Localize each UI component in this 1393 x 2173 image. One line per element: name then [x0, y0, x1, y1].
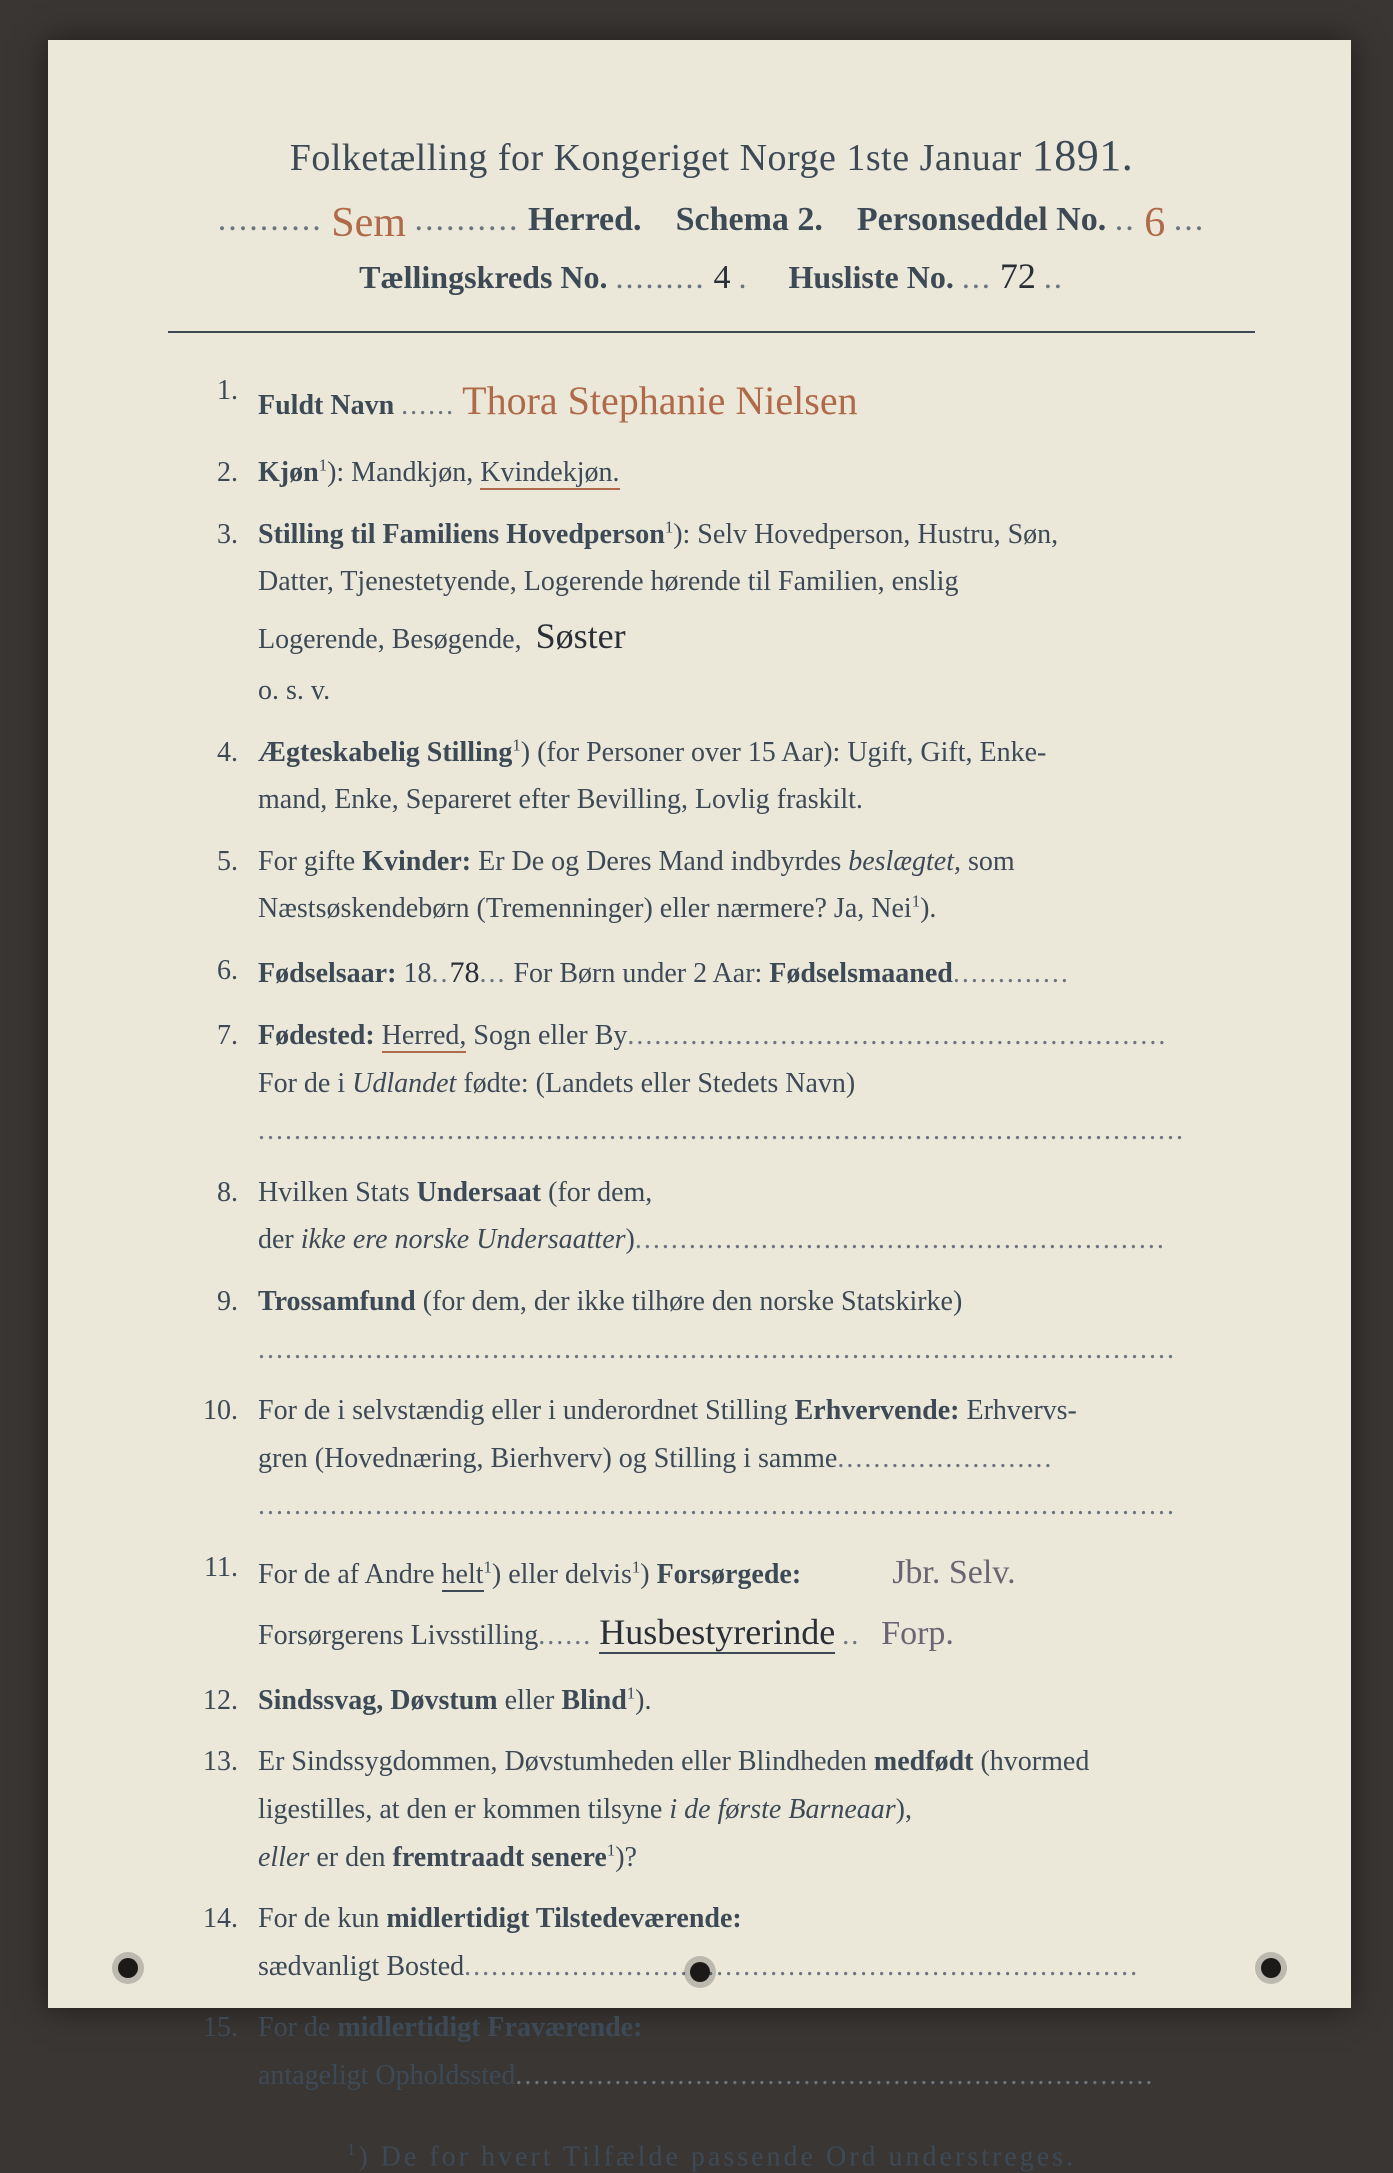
q3-label: Stilling til Familiens Hovedperson — [258, 519, 665, 550]
punch-hole — [690, 1962, 710, 1982]
schema-label: Schema 2. — [676, 201, 823, 238]
q1-label: Fuldt Navn — [258, 390, 394, 421]
herred-label: Herred. — [528, 201, 642, 238]
q1-name-handwritten: Thora Stephanie Nielsen — [462, 378, 857, 423]
q2-underlined: Kvindekjøn. — [480, 457, 619, 490]
q13: 13. Er Sindssygdommen, Døvstumheden elle… — [168, 1738, 1255, 1881]
q5: 5. For gifte Kvinder: Er De og Deres Man… — [168, 838, 1255, 933]
q7-label: Fødested: — [258, 1020, 375, 1051]
q2: 2. Kjøn1): Mandkjøn, Kvindekjøn. — [168, 449, 1255, 497]
q12: 12. Sindssvag, Døvstum eller Blind1). — [168, 1677, 1255, 1725]
q11-hw-right: Jbr. Selv. — [892, 1554, 1015, 1591]
divider — [168, 331, 1255, 333]
title-year: 1891. — [1032, 131, 1134, 180]
q1: 1. Fuldt Navn ...... Thora Stephanie Nie… — [168, 367, 1255, 435]
q4: 4. Ægteskabelig Stilling1) (for Personer… — [168, 729, 1255, 824]
q7: 7. Fødested: Herred, Sogn eller By......… — [168, 1012, 1255, 1155]
q2-label: Kjøn — [258, 457, 319, 488]
personseddel-label: Personseddel No. — [857, 201, 1106, 238]
header-title: Folketælling for Kongeriget Norge 1ste J… — [168, 130, 1255, 181]
q7-underlined: Herred, — [382, 1020, 467, 1053]
herred-handwritten: Sem — [331, 199, 406, 247]
q11-hw-livsstilling: Husbestyrerinde — [599, 1612, 835, 1654]
title-text: Folketælling for Kongeriget Norge 1ste J… — [290, 137, 1022, 179]
header-row2: .......... Sem .......... Herred. Schema… — [168, 193, 1255, 241]
q11: 11. For de af Andre helt1) eller delvis1… — [168, 1544, 1255, 1663]
q9-label: Trossamfund — [258, 1286, 416, 1317]
husliste-label: Husliste No. — [789, 259, 954, 295]
q11-hw-right2: Forp. — [881, 1615, 954, 1652]
q6-year-hw: 78 — [449, 956, 479, 989]
q6: 6. Fødselsaar: 18..78... For Børn under … — [168, 947, 1255, 998]
q8: 8. Hvilken Stats Undersaat (for dem, der… — [168, 1169, 1255, 1264]
punch-hole — [118, 1958, 138, 1978]
header-row3: Tællingskreds No. ......... 4 . Husliste… — [168, 255, 1255, 297]
kreds-label: Tællingskreds No. — [359, 259, 607, 295]
q9: 9. Trossamfund (for dem, der ikke tilhør… — [168, 1278, 1255, 1373]
personseddel-no: 6 — [1144, 199, 1165, 247]
punch-hole — [1261, 1958, 1281, 1978]
q15: 15. For de midlertidigt Fraværende: anta… — [168, 2004, 1255, 2099]
census-form: Folketælling for Kongeriget Norge 1ste J… — [48, 40, 1351, 2008]
kreds-no: 4 — [714, 259, 731, 296]
q10: 10. For de i selvstændig eller i underor… — [168, 1387, 1255, 1530]
q12-label: Sindssvag, Døvstum — [258, 1685, 498, 1716]
q14: 14. For de kun midlertidigt Tilstedevære… — [168, 1895, 1255, 1990]
footnote: 1) De for hvert Tilfælde passende Ord un… — [168, 2140, 1255, 2173]
q3: 3. Stilling til Familiens Hovedperson1):… — [168, 511, 1255, 715]
q4-label: Ægteskabelig Stilling — [258, 737, 512, 768]
q6-label: Fødselsaar: — [258, 958, 396, 989]
q3-handwritten: Søster — [536, 616, 626, 656]
husliste-no: 72 — [1000, 256, 1036, 296]
